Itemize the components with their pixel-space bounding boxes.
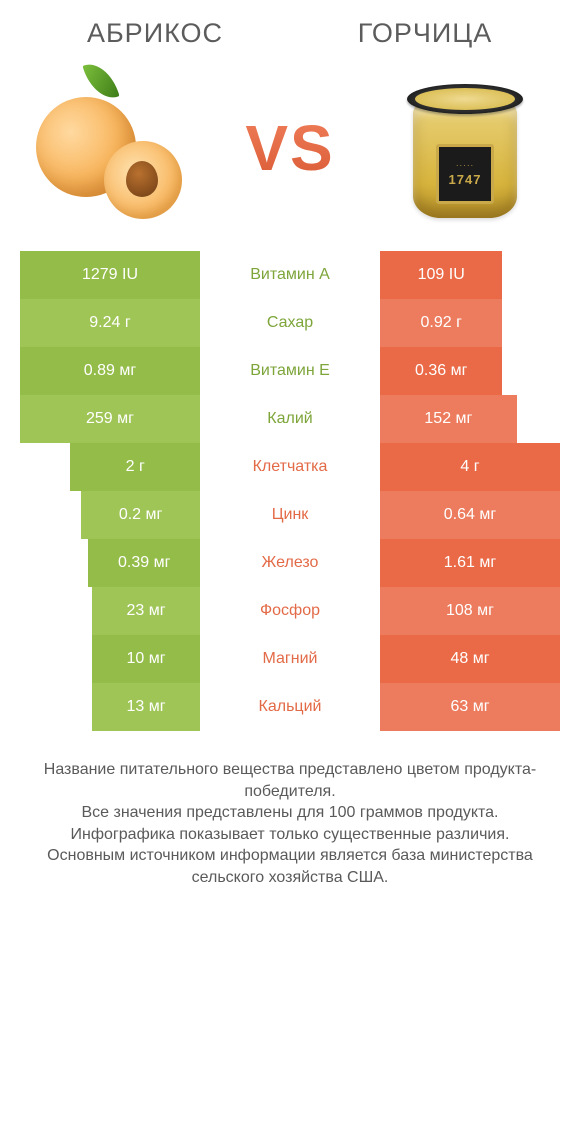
nutrient-label: Цинк <box>200 491 380 539</box>
table-row: 10 мгМагний48 мг <box>20 635 560 683</box>
comparison-table: 1279 IUВитамин A109 IU9.24 гСахар0.92 г0… <box>20 251 560 731</box>
right-bar: 108 мг <box>380 587 560 635</box>
left-bar: 23 мг <box>92 587 200 635</box>
right-value-cell: 63 мг <box>380 683 560 731</box>
left-bar: 13 мг <box>92 683 200 731</box>
nutrient-label: Калий <box>200 395 380 443</box>
footnote: Название питательного вещества представл… <box>30 759 550 889</box>
left-bar: 0.39 мг <box>88 539 200 587</box>
left-value-cell: 0.39 мг <box>20 539 200 587</box>
nutrient-label: Витамин A <box>200 251 380 299</box>
left-value-cell: 1279 IU <box>20 251 200 299</box>
right-bar: 48 мг <box>380 635 560 683</box>
vs-label: VS <box>245 111 334 185</box>
right-value-cell: 48 мг <box>380 635 560 683</box>
apricot-half-icon <box>104 141 182 219</box>
left-value-cell: 23 мг <box>20 587 200 635</box>
footnote-line: Название питательного вещества представл… <box>30 759 550 802</box>
left-value-cell: 10 мг <box>20 635 200 683</box>
right-bar: 152 мг <box>380 395 517 443</box>
mustard-illustration: ····· 1747 <box>380 63 550 233</box>
left-bar: 0.2 мг <box>81 491 200 539</box>
apricot-pit-icon <box>126 161 158 197</box>
right-value-cell: 0.92 г <box>380 299 560 347</box>
jar-label-top: ····· <box>456 161 474 170</box>
nutrient-label: Клетчатка <box>200 443 380 491</box>
nutrient-label: Кальций <box>200 683 380 731</box>
table-row: 259 мгКалий152 мг <box>20 395 560 443</box>
left-bar: 2 г <box>70 443 200 491</box>
left-value-cell: 0.2 мг <box>20 491 200 539</box>
header: АБРИКОС ГОРЧИЦА <box>0 0 580 57</box>
right-value-cell: 108 мг <box>380 587 560 635</box>
page: АБРИКОС ГОРЧИЦА VS ····· 1747 1279 <box>0 0 580 1144</box>
jar-rim <box>407 84 523 114</box>
hero-row: VS ····· 1747 <box>0 57 580 251</box>
title-right: ГОРЧИЦА <box>358 18 493 48</box>
right-value-cell: 0.64 мг <box>380 491 560 539</box>
right-value-cell: 109 IU <box>380 251 560 299</box>
footnote-line: Основным источником информации является … <box>30 845 550 888</box>
right-bar: 1.61 мг <box>380 539 560 587</box>
left-value-cell: 13 мг <box>20 683 200 731</box>
table-row: 13 мгКальций63 мг <box>20 683 560 731</box>
left-bar: 10 мг <box>92 635 200 683</box>
nutrient-label: Фосфор <box>200 587 380 635</box>
header-right: ГОРЧИЦА <box>290 18 560 49</box>
apricot-illustration <box>30 63 200 233</box>
left-bar: 9.24 г <box>20 299 200 347</box>
footnote-line: Все значения представлены для 100 граммо… <box>30 802 550 824</box>
table-row: 0.2 мгЦинк0.64 мг <box>20 491 560 539</box>
left-bar: 259 мг <box>20 395 200 443</box>
table-row: 0.39 мгЖелезо1.61 мг <box>20 539 560 587</box>
left-value-cell: 0.89 мг <box>20 347 200 395</box>
left-value-cell: 2 г <box>20 443 200 491</box>
right-bar: 63 мг <box>380 683 560 731</box>
table-row: 0.89 мгВитамин E0.36 мг <box>20 347 560 395</box>
left-value-cell: 259 мг <box>20 395 200 443</box>
jar-label: ····· 1747 <box>436 144 494 204</box>
table-row: 23 мгФосфор108 мг <box>20 587 560 635</box>
left-bar: 0.89 мг <box>20 347 200 395</box>
right-bar: 0.92 г <box>380 299 502 347</box>
nutrient-label: Магний <box>200 635 380 683</box>
left-bar: 1279 IU <box>20 251 200 299</box>
right-value-cell: 152 мг <box>380 395 560 443</box>
left-value-cell: 9.24 г <box>20 299 200 347</box>
nutrient-label: Железо <box>200 539 380 587</box>
table-row: 2 гКлетчатка4 г <box>20 443 560 491</box>
right-bar: 109 IU <box>380 251 502 299</box>
table-row: 1279 IUВитамин A109 IU <box>20 251 560 299</box>
table-row: 9.24 гСахар0.92 г <box>20 299 560 347</box>
nutrient-label: Сахар <box>200 299 380 347</box>
nutrient-label: Витамин E <box>200 347 380 395</box>
jar-label-year: 1747 <box>449 172 482 187</box>
right-value-cell: 1.61 мг <box>380 539 560 587</box>
right-bar: 0.36 мг <box>380 347 502 395</box>
title-left: АБРИКОС <box>87 18 223 48</box>
right-bar: 0.64 мг <box>380 491 560 539</box>
right-bar: 4 г <box>380 443 560 491</box>
right-value-cell: 0.36 мг <box>380 347 560 395</box>
header-left: АБРИКОС <box>20 18 290 49</box>
jar-icon: ····· 1747 <box>405 78 525 218</box>
right-value-cell: 4 г <box>380 443 560 491</box>
footnote-line: Инфографика показывает только существенн… <box>30 824 550 846</box>
